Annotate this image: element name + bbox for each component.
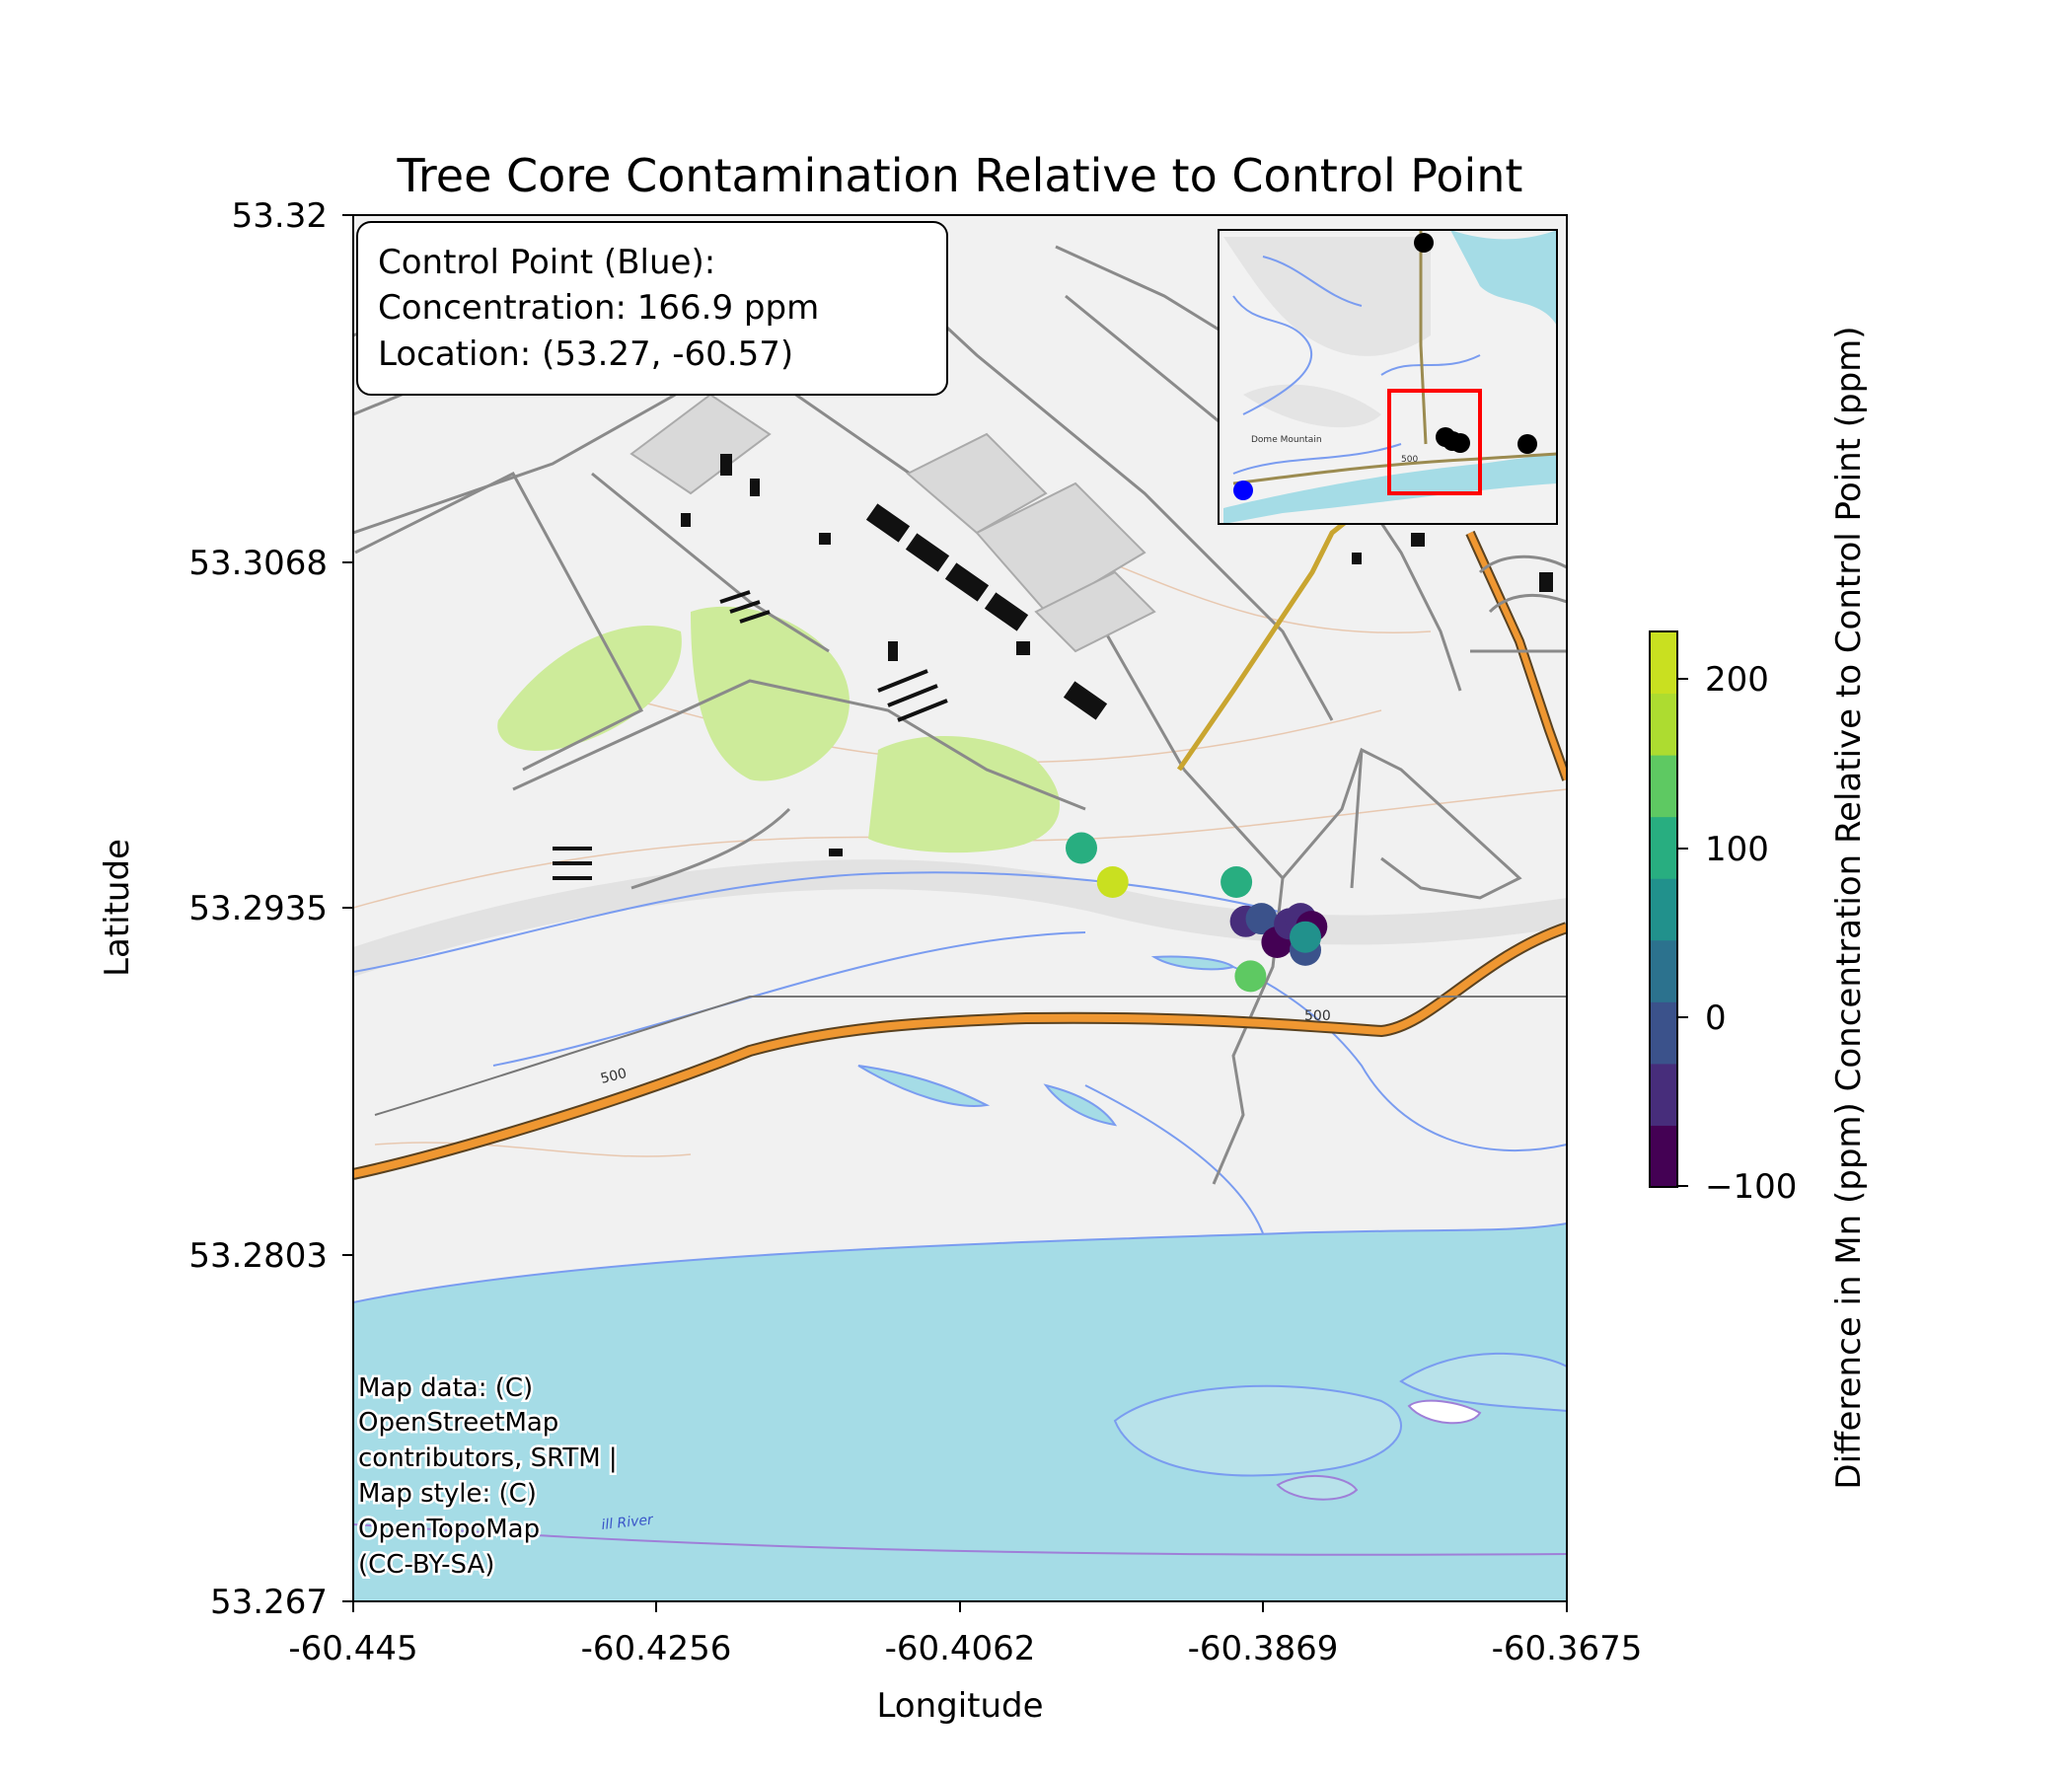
contour-label-500-b: 500: [1304, 1008, 1331, 1024]
colorbar-segment: [1650, 631, 1677, 695]
river-name-label: ill River: [601, 1512, 655, 1533]
data-points: [1066, 832, 1328, 993]
x-tick-label: -60.3869: [1188, 1629, 1339, 1668]
y-tick-label: 53.2935: [188, 889, 328, 928]
colorbar-segment: [1650, 816, 1677, 879]
railway: [374, 996, 1567, 1116]
inset-point: [1414, 233, 1434, 253]
river-water: [353, 1221, 1567, 1601]
scatter-point: [1290, 921, 1321, 953]
attribution-line: OpenTopoMap: [358, 1515, 540, 1544]
control-point-info-box: Control Point (Blue): Concentration: 166…: [356, 221, 948, 396]
x-axis: -60.445 -60.4256 -60.4062 -60.3869 -60.3…: [288, 1601, 1642, 1668]
y-tick-label: 53.32: [232, 196, 328, 236]
info-line-2: Concentration: 166.9 ppm: [378, 288, 819, 328]
scatter-point: [1221, 866, 1253, 898]
inset-point: [1517, 434, 1537, 454]
colorbar-segment: [1650, 693, 1677, 756]
x-axis-label: Longitude: [876, 1686, 1043, 1726]
colorbar: 200 100 0 −100 Difference in Mn (ppm) Co…: [1649, 326, 1869, 1490]
inset-point: [1450, 433, 1470, 453]
inset-control-point: [1233, 481, 1253, 500]
y-tick-label: 53.267: [210, 1583, 328, 1622]
y-axis-label: Latitude: [98, 839, 137, 977]
contour-label-500-a: 500: [599, 1066, 629, 1087]
attribution-line: Map data: (C): [358, 1373, 533, 1403]
colorbar-segment: [1650, 939, 1677, 1002]
colorbar-segment: [1650, 1001, 1677, 1065]
colorbar-label: Difference in Mn (ppm) Concentration Rel…: [1829, 326, 1869, 1489]
colorbar-segment: [1650, 1063, 1677, 1126]
scatter-point: [1245, 903, 1278, 935]
colorbar-tick-label: 0: [1705, 999, 1727, 1038]
colorbar-segment: [1650, 878, 1677, 941]
colorbar-tick-label: −100: [1705, 1167, 1797, 1207]
x-tick-label: -60.4256: [581, 1629, 732, 1668]
y-tick-label: 53.2803: [188, 1236, 328, 1276]
y-axis: 53.32 53.3068 53.2935 53.2803 53.267: [188, 196, 353, 1622]
attribution-line: OpenStreetMap: [358, 1408, 558, 1438]
inset-extent-box: [1387, 389, 1482, 495]
attribution-line: Map style: (C): [358, 1479, 537, 1509]
x-tick-label: -60.445: [288, 1629, 417, 1668]
inset-contour-label: 500: [1401, 455, 1418, 465]
info-line-3: Location: (53.27, -60.57): [378, 334, 793, 374]
inset-mountain-label: Dome Mountain: [1251, 435, 1322, 445]
attribution-line: (CC-BY-SA): [358, 1550, 494, 1580]
x-tick-label: -60.4062: [885, 1629, 1036, 1668]
y-tick-label: 53.3068: [188, 544, 328, 583]
scatter-point: [1096, 866, 1129, 898]
map-attribution: Map data: (C) OpenStreetMap contributors…: [356, 1371, 621, 1583]
inset-map: Dome Mountain 500: [1218, 229, 1558, 525]
scatter-point: [1234, 960, 1267, 993]
scatter-point: [1066, 832, 1097, 864]
info-line-1: Control Point (Blue):: [378, 243, 715, 282]
colorbar-tick-label: 200: [1705, 660, 1769, 700]
chart-title: Tree Core Contamination Relative to Cont…: [397, 149, 1523, 202]
attribution-line: contributors, SRTM |: [358, 1443, 618, 1473]
colorbar-tick-label: 100: [1705, 830, 1769, 869]
colorbar-segment: [1650, 755, 1677, 818]
colorbar-segment: [1650, 1125, 1677, 1188]
x-tick-label: -60.3675: [1492, 1629, 1643, 1668]
